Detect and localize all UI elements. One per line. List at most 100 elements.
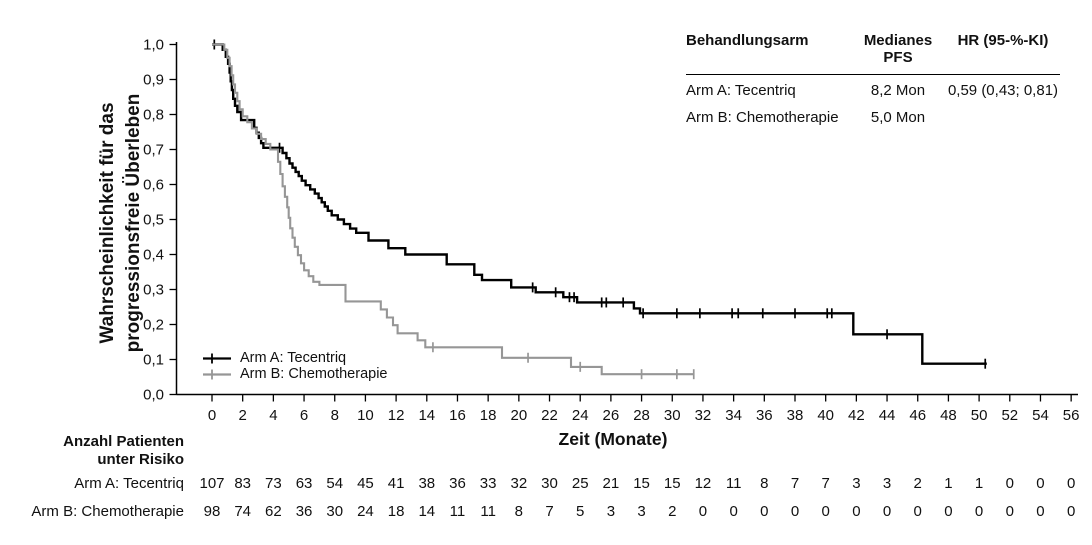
svg-text:12: 12 [388,407,405,424]
risk-count: 11 [449,503,466,520]
risk-count: 33 [479,475,497,492]
risk-count: 7 [545,503,554,520]
risk-count: 30 [541,475,558,492]
risk-count: 41 [387,475,405,492]
risk-count: 36 [295,503,313,520]
risk-count: 30 [326,503,344,520]
legend-item-arm-a: Arm A: Tecentriq [202,350,387,366]
risk-count: 11 [480,503,496,520]
svg-text:56: 56 [1063,407,1080,424]
svg-text:14: 14 [418,407,435,424]
risk-count: 74 [234,503,252,520]
risk-count: 45 [357,475,374,492]
risk-count: 0 [729,503,738,520]
risk-count: 0 [1066,503,1076,520]
risk-count: 62 [265,503,282,520]
risk-count: 0 [698,503,708,520]
svg-text:0,1: 0,1 [143,352,164,369]
legend-item-arm-b: Arm B: Chemotherapie [202,366,387,382]
svg-text:0,9: 0,9 [143,72,164,89]
risk-count: 8 [760,475,769,492]
svg-text:8: 8 [331,407,339,424]
svg-text:54: 54 [1032,407,1049,424]
svg-text:46: 46 [909,407,926,424]
svg-text:16: 16 [449,407,466,424]
stats-arm-a-pfs: 8,2 Mon [870,82,926,99]
risk-count: 1 [944,475,953,492]
risk-count: 0 [1005,503,1014,520]
risk-count: 2 [668,503,677,520]
svg-text:50: 50 [971,407,988,424]
risk-count: 0 [852,503,861,520]
risk-count: 14 [418,503,436,520]
svg-text:52: 52 [1001,407,1018,424]
legend-label-arm-b: Arm B: Chemotherapie [240,365,388,382]
svg-text:38: 38 [787,407,804,424]
risk-count: 15 [633,475,650,492]
svg-text:6: 6 [300,407,308,424]
svg-text:32: 32 [695,407,712,424]
svg-text:0,0: 0,0 [143,387,164,404]
svg-text:26: 26 [603,407,620,424]
risk-count: 0 [1036,503,1045,520]
risk-count: 0 [944,503,953,520]
risk-count: 63 [295,475,313,492]
stats-arm-b-hr [946,107,1060,129]
risk-count: 24 [357,503,374,520]
stats-arm-a-hr: 0,59 (0,43; 0,81) [947,82,1059,99]
risk-count: 3 [852,475,861,492]
risk-count: 2 [913,475,922,492]
svg-text:0,8: 0,8 [143,107,164,124]
stats-table: Behandlungsarm Medianes PFS HR (95-%-KI)… [686,32,1060,129]
risk-count: 83 [234,475,252,492]
risk-count: 3 [606,503,616,520]
risk-row-label-arm-a: Arm A: Tecentriq [74,475,184,492]
risk-count: 36 [449,475,466,492]
svg-text:4: 4 [269,407,277,424]
svg-text:10: 10 [357,407,374,424]
risk-count: 3 [882,475,892,492]
censor-line-marker-arm-a [203,353,231,363]
risk-count: 21 [602,475,620,492]
risk-count: 0 [760,503,769,520]
risk-count: 3 [637,503,646,520]
risk-count: 7 [790,475,800,492]
risk-count: 98 [203,503,221,520]
stats-header-medianes-pfs: Medianes PFS [863,32,933,66]
risk-header-line1: Anzahl Patienten [63,433,184,450]
y-axis-title-line1: Wahrscheinlichkeit für das [97,102,118,344]
risk-count: 12 [694,475,712,492]
svg-text:2: 2 [239,407,247,424]
svg-text:0,6: 0,6 [143,177,164,194]
risk-count: 0 [1005,475,1014,492]
y-axis-title: Wahrscheinlichkeit für das progressionsf… [95,73,149,373]
stats-arm-b-pfs: 5,0 Mon [870,109,926,126]
stats-header-hr: HR (95-%-KI) [957,32,1049,49]
risk-row-label-arm-b: Arm B: Chemotherapie [31,503,184,520]
risk-count: 0 [790,503,800,520]
risk-count: 0 [1066,475,1076,492]
risk-count: 8 [514,503,523,520]
svg-text:0,3: 0,3 [143,282,164,299]
svg-text:0,7: 0,7 [143,142,164,159]
stats-row-arm-b: Arm B: Chemotherapie 5,0 Mon [686,107,1060,129]
risk-count: 0 [974,503,984,520]
risk-count: 32 [510,475,528,492]
svg-text:0,4: 0,4 [143,247,164,264]
risk-count: 5 [576,503,585,520]
stats-arm-b-name: Arm B: Chemotherapie [686,109,839,126]
svg-text:0,5: 0,5 [143,212,164,229]
svg-text:36: 36 [756,407,773,424]
risk-count: 0 [882,503,892,520]
risk-count: 0 [1036,475,1045,492]
risk-count: 25 [571,475,589,492]
stats-row-arm-a: Arm A: Tecentriq 8,2 Mon 0,59 (0,43; 0,8… [686,80,1060,102]
svg-text:18: 18 [480,407,497,424]
svg-text:40: 40 [817,407,834,424]
risk-count: 15 [663,475,681,492]
risk-count: 18 [387,503,405,520]
risk-count: 1 [974,475,984,492]
svg-text:30: 30 [664,407,681,424]
risk-count: 38 [418,475,436,492]
